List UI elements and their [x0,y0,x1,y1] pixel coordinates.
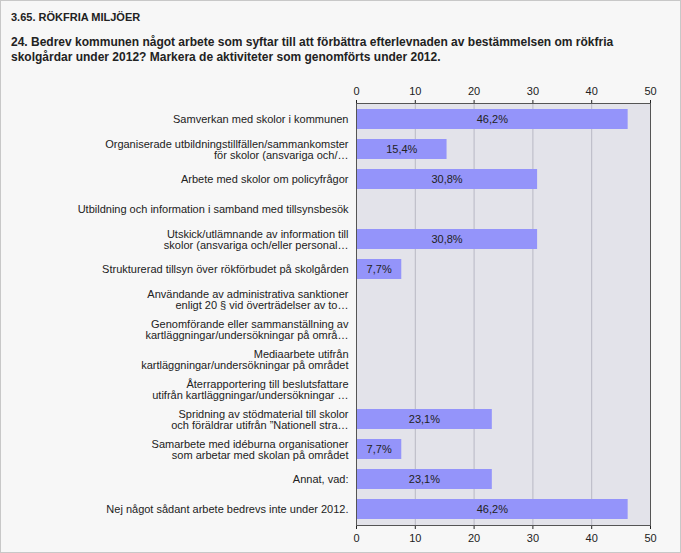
svg-text:Arbete med skolor om policyfrå: Arbete med skolor om policyfrågor [181,173,349,185]
svg-text:Mediaarbete utifrånkartläggnin: Mediaarbete utifrånkartläggningar/unders… [141,348,348,371]
svg-text:50: 50 [644,85,656,97]
svg-text:10: 10 [409,532,421,544]
svg-text:30,8%: 30,8% [431,233,462,245]
svg-text:Användande av administrativa s: Användande av administrativa sanktionere… [147,288,349,311]
svg-text:30: 30 [527,85,539,97]
svg-text:46,2%: 46,2% [477,113,508,125]
svg-text:46,2%: 46,2% [477,503,508,515]
svg-text:23,1%: 23,1% [409,473,440,485]
svg-text:15,4%: 15,4% [386,143,417,155]
svg-text:Strukturerad tillsyn över rökf: Strukturerad tillsyn över rökförbudet på… [102,263,348,275]
svg-text:30: 30 [527,532,539,544]
svg-text:40: 40 [586,85,598,97]
svg-text:20: 20 [468,532,480,544]
svg-text:Spridning av stödmaterial till: Spridning av stödmaterial till skoloroch… [171,408,349,431]
svg-text:50: 50 [644,532,656,544]
svg-text:23,1%: 23,1% [409,413,440,425]
svg-text:7,7%: 7,7% [367,443,392,455]
html-text:24. Bedrev kommunen något arbe: 24. Bedrev kommunen något arbete som syf… [11,35,614,64]
svg-text:Utbildning och information i s: Utbildning och information i samband med… [78,203,349,215]
svg-text:Utskick/utlämnande av informat: Utskick/utlämnande av information tillsk… [164,228,349,251]
svg-text:10: 10 [409,85,421,97]
svg-text:Organiserade utbildningstillfä: Organiserade utbildningstillfällen/samma… [105,138,349,161]
svg-text:20: 20 [468,85,480,97]
svg-text:7,7%: 7,7% [367,263,392,275]
svg-text:0: 0 [353,85,359,97]
svg-text:Annat, vad:: Annat, vad: [293,473,349,485]
svg-text:Genomförande eller sammanställ: Genomförande eller sammanställning avkar… [145,318,349,341]
svg-text:0: 0 [353,532,359,544]
svg-text:Nej något sådant arbete bedrev: Nej något sådant arbete bedrevs inte und… [106,503,348,515]
svg-text:Återrapportering till beslutsf: Återrapportering till beslutsfattareutif… [152,378,348,401]
svg-text:Samarbete med idéburna organis: Samarbete med idéburna organisationersom… [152,438,349,461]
svg-text:30,8%: 30,8% [431,173,462,185]
svg-text:40: 40 [586,532,598,544]
svg-text:Samverkan med skolor i kommune: Samverkan med skolor i kommunen [173,113,348,125]
html-text:3.65. RÖKFRIA MILJÖER: 3.65. RÖKFRIA MILJÖER [11,11,141,23]
